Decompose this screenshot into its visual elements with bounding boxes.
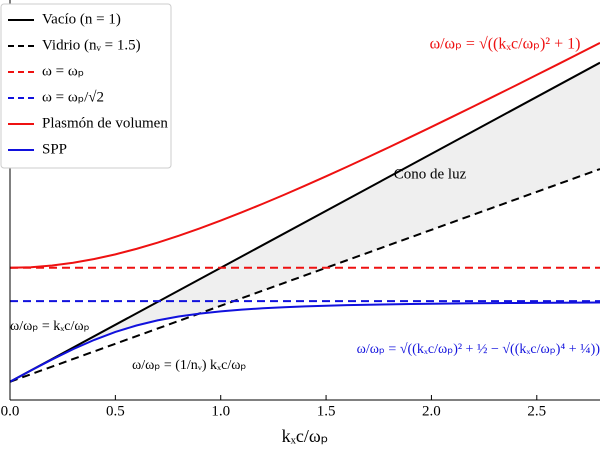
legend-label: Plasmón de volumen [42, 115, 168, 131]
legend-label: ω = ωₚ/√2 [42, 89, 104, 105]
series-line [9, 168, 600, 383]
x-axis-label: kₓc/ωₚ [282, 426, 329, 446]
legend-box [0, 3, 172, 169]
annotation: ω/ωₚ = (1/nᵥ) kₓc/ωₚ [132, 358, 246, 373]
x-tick-label: 0.0 [1, 403, 20, 419]
annotation: Cono de luz [394, 166, 467, 182]
series-line [9, 301, 600, 383]
x-tick-label: 2.0 [422, 403, 441, 419]
x-tick-label: 1.0 [211, 403, 230, 419]
legend-label: SPP [42, 141, 67, 157]
x-tick-label: 1.5 [317, 403, 336, 419]
x-tick-label: 0.5 [106, 403, 125, 419]
annotation: ω/ωₚ = kₓc/ωₚ [10, 319, 90, 334]
legend-label: ω = ωₚ [42, 63, 84, 79]
legend-label: Vidrio (nᵥ = 1.5) [42, 37, 141, 53]
series-line [9, 42, 600, 269]
x-tick-label: 2.5 [527, 403, 546, 419]
annotation: ω/ωₚ = √((kₓc/ωₚ)² + ½ − √((kₓc/ωₚ)⁴ + ¼… [357, 342, 600, 357]
annotation: ω/ωₚ = √((kₓc/ωₚ)² + 1) [430, 36, 581, 53]
legend-label: Vacío (n = 1) [42, 11, 121, 27]
series-line [9, 61, 600, 383]
